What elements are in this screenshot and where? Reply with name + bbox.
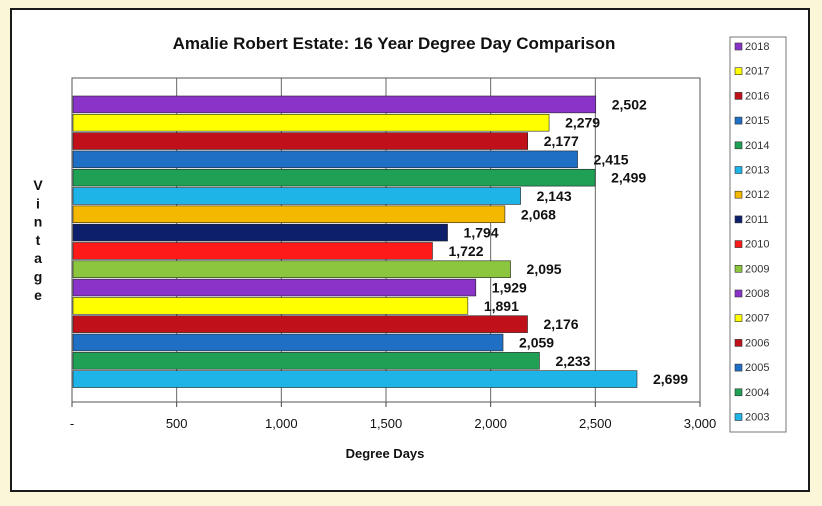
- data-label-2008: 1,929: [492, 280, 527, 296]
- legend-label-2016: 2016: [745, 90, 769, 102]
- legend-swatch-2013: [734, 166, 743, 174]
- data-label-2010: 1,722: [448, 243, 483, 259]
- data-label-2009: 2,095: [527, 261, 562, 277]
- y-axis-label-letter: V: [33, 177, 43, 193]
- legend-label-2014: 2014: [745, 140, 769, 152]
- bar-2012: [72, 205, 506, 224]
- x-tick-label: 1,000: [265, 416, 298, 431]
- y-axis-label-letter: t: [36, 232, 41, 248]
- legend-label-2007: 2007: [745, 313, 769, 325]
- x-tick-label: 2,000: [474, 416, 507, 431]
- legend-swatch-2004: [734, 388, 743, 397]
- legend-label-2017: 2017: [745, 66, 769, 78]
- bar-2011: [72, 223, 448, 242]
- legend-swatch-2014: [734, 141, 743, 150]
- bar-2017: [72, 114, 550, 132]
- legend-label-2003: 2003: [745, 412, 769, 424]
- bars-group: 2,502 2,279 2,177 2,415 2,499 2,143 2,068 1,794…: [72, 95, 688, 388]
- legend-swatch-2010: [734, 240, 743, 248]
- y-axis-label-letter: a: [34, 250, 42, 266]
- data-label-2005: 2,059: [519, 334, 554, 350]
- legend: 2018 2017 2016 2015 2014 2013 2012 2011 2010 2009…: [734, 41, 769, 424]
- legend-label-2004: 2004: [745, 387, 769, 399]
- legend-swatch-2003: [734, 413, 743, 421]
- x-tick-label: 500: [166, 416, 188, 431]
- legend-label-2015: 2015: [745, 115, 769, 127]
- bar-2013: [72, 187, 521, 205]
- legend-swatch-2018: [734, 42, 743, 51]
- bar-2003: [72, 370, 638, 388]
- legend-label-2009: 2009: [745, 263, 769, 275]
- bar-2008: [72, 278, 477, 297]
- bar-2015: [72, 150, 578, 169]
- x-axis-ticks: - 500 1,000 1,500 2,000 2,500 3,000: [70, 402, 716, 431]
- data-label-2016: 2,177: [544, 133, 579, 149]
- data-label-2012: 2,068: [521, 206, 556, 222]
- x-tick-label: -: [70, 416, 74, 431]
- x-tick-label: 1,500: [370, 416, 403, 431]
- data-label-2015: 2,415: [594, 151, 629, 167]
- legend-label-2012: 2012: [745, 189, 769, 201]
- data-label-2017: 2,279: [565, 115, 600, 131]
- legend-swatch-2015: [734, 116, 743, 125]
- bar-2016: [72, 132, 529, 150]
- legend-swatch-2009: [734, 264, 743, 273]
- bar-2007: [72, 297, 469, 315]
- legend-swatch-2017: [734, 67, 743, 75]
- data-label-2004: 2,233: [555, 353, 590, 369]
- bar-2009: [72, 260, 511, 278]
- legend-swatch-2005: [734, 363, 743, 372]
- bar-2005: [72, 333, 504, 352]
- y-axis-label-letter: e: [34, 287, 42, 303]
- y-axis-label-letter: n: [34, 214, 43, 230]
- data-label-2007: 1,891: [484, 298, 519, 314]
- legend-swatch-2008: [734, 289, 743, 298]
- data-label-2013: 2,143: [537, 188, 572, 204]
- legend-label-2008: 2008: [745, 288, 769, 300]
- bar-2014: [72, 168, 596, 187]
- y-axis-label-letter: g: [34, 269, 43, 285]
- chart-title: Amalie Robert Estate: 16 Year Degree Day…: [173, 34, 616, 53]
- data-label-2006: 2,176: [544, 316, 579, 332]
- data-label-2014: 2,499: [611, 170, 646, 186]
- x-tick-label: 3,000: [684, 416, 717, 431]
- legend-label-2013: 2013: [745, 165, 769, 177]
- bar-2006: [72, 315, 528, 333]
- legend-label-2006: 2006: [745, 337, 769, 349]
- data-label-2011: 1,794: [464, 225, 499, 241]
- legend-swatch-2011: [734, 215, 743, 224]
- x-tick-label: 2,500: [579, 416, 612, 431]
- legend-label-2010: 2010: [745, 239, 769, 251]
- legend-swatch-2016: [734, 92, 743, 100]
- bar-2004: [72, 352, 540, 370]
- legend-label-2005: 2005: [745, 362, 769, 374]
- bar-2018: [72, 95, 597, 114]
- x-axis-label: Degree Days: [346, 446, 425, 461]
- data-label-2003: 2,699: [653, 371, 688, 387]
- data-label-2018: 2,502: [612, 96, 647, 112]
- legend-label-2018: 2018: [745, 41, 769, 53]
- legend-swatch-2006: [734, 339, 743, 347]
- legend-label-2011: 2011: [745, 214, 769, 226]
- y-axis-label-letter: i: [36, 195, 40, 211]
- bar-2010: [72, 242, 433, 260]
- legend-swatch-2007: [734, 314, 743, 323]
- legend-swatch-2012: [734, 190, 743, 199]
